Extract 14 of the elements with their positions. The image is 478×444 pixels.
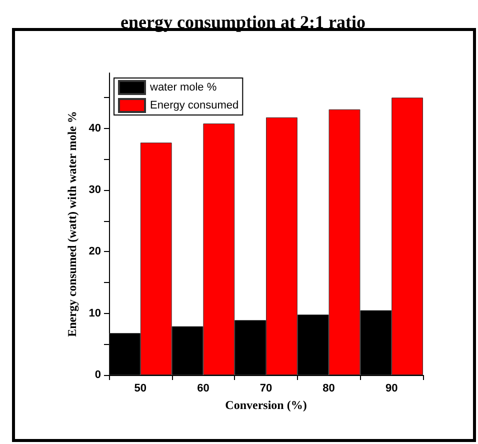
y-tick-label: 40 (88, 122, 101, 134)
y-tick-label: 10 (88, 307, 101, 320)
y-tick-label: 0 (94, 369, 101, 381)
x-tick-label: 90 (385, 382, 398, 394)
y-tick-label: 30 (88, 184, 101, 196)
x-tick-label: 50 (134, 382, 147, 394)
x-tick-label: 80 (322, 382, 335, 394)
legend-label: water mole % (149, 82, 217, 94)
x-tick-label: 60 (197, 382, 210, 394)
x-tick-label: 70 (260, 382, 272, 394)
legend-label: Energy consumed (150, 100, 239, 112)
y-axis-title: Energy consumed (watt) with water mole % (64, 111, 79, 337)
y-tick-label: 20 (88, 246, 101, 258)
x-axis-title: Conversion (%) (225, 398, 307, 412)
